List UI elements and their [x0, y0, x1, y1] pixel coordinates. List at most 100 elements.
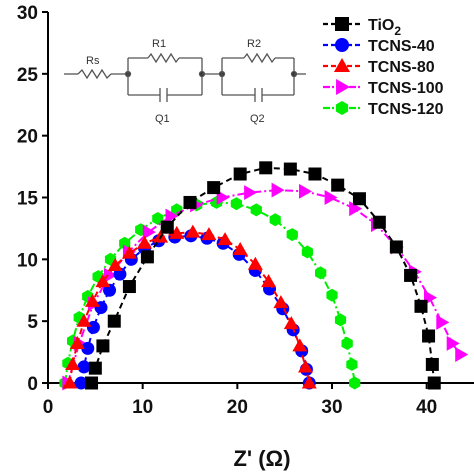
x-tick-label: 10	[132, 397, 153, 418]
data-point	[446, 335, 460, 351]
data-point	[62, 375, 78, 389]
data-point	[104, 267, 118, 283]
data-point	[76, 313, 92, 327]
data-point	[81, 341, 95, 355]
data-point	[283, 316, 299, 330]
data-point	[335, 38, 349, 52]
y-tick-label: 10	[17, 250, 38, 271]
x-tick-label: 30	[321, 397, 342, 418]
y-tick-label: 15	[17, 189, 39, 210]
legend-entry: TCNS-40	[323, 38, 435, 55]
data-point	[121, 245, 137, 259]
legend-label: TiO2	[368, 17, 401, 38]
legend-label: TCNS-80	[368, 59, 435, 76]
data-point	[308, 167, 322, 181]
data-point	[286, 228, 298, 242]
y-tick-label: 25	[17, 65, 39, 86]
data-point	[119, 236, 131, 250]
series-line	[68, 231, 311, 384]
data-point	[107, 314, 121, 328]
data-point	[341, 336, 353, 350]
circuit-labels: Rs R1 R2 Q1 Q2	[86, 38, 265, 125]
series-tio2	[85, 161, 441, 390]
circuit-label-rs: Rs	[86, 55, 100, 67]
legend-label: TCNS-40	[368, 38, 435, 55]
data-point	[244, 185, 258, 201]
rs-resistor	[77, 68, 112, 80]
y-tick-label: 20	[17, 127, 38, 148]
data-point	[269, 213, 281, 227]
data-point	[315, 266, 327, 280]
legend-label: TCNS-100	[368, 80, 444, 97]
y-ticks: 0 5 10 15 20 25 30	[17, 3, 48, 395]
data-point	[85, 376, 99, 390]
data-point	[137, 235, 153, 249]
data-point	[77, 360, 91, 374]
legend-label-main: TiO	[368, 17, 394, 34]
data-point	[88, 361, 102, 375]
data-point	[427, 376, 441, 390]
legend-entry: TCNS-100	[323, 78, 444, 97]
data-point	[346, 357, 358, 371]
data-point	[333, 57, 351, 72]
data-point	[122, 280, 136, 294]
data-point	[207, 181, 221, 195]
data-point	[334, 313, 347, 327]
data-point	[201, 227, 217, 241]
series-tcns-120	[59, 195, 361, 390]
legend-label-subscript: 2	[394, 24, 401, 38]
data-point	[299, 183, 313, 199]
y-tick-label: 0	[27, 374, 38, 395]
data-point	[271, 182, 285, 198]
legend-label: TCNS-120	[368, 101, 444, 118]
legend-entry: TCNS-80	[323, 57, 435, 76]
y-tick-label: 30	[17, 3, 38, 24]
data-point	[301, 245, 313, 259]
data-point	[86, 320, 100, 334]
equivalent-circuit-inset	[64, 52, 306, 102]
series-line	[90, 166, 436, 384]
data-point	[422, 329, 436, 343]
data-point	[96, 339, 110, 353]
r1-resistor	[147, 52, 180, 64]
data-point	[140, 250, 154, 264]
circuit-label-r1: R1	[152, 38, 166, 50]
data-point	[349, 201, 363, 217]
data-point	[217, 232, 233, 246]
data-point	[65, 356, 81, 370]
data-point	[298, 359, 313, 373]
y-tick-label: 5	[27, 312, 38, 333]
x-axis-title: Z' (Ω)	[233, 446, 290, 471]
series-layer	[59, 161, 469, 391]
r2-resistor	[243, 52, 276, 64]
data-point	[185, 224, 201, 238]
data-point	[261, 274, 277, 288]
data-point	[183, 195, 197, 209]
circuit-label-q1: Q1	[155, 113, 170, 125]
data-point	[292, 338, 308, 352]
data-point	[142, 224, 156, 240]
series-line	[80, 234, 311, 384]
data-point	[349, 376, 361, 390]
data-point	[425, 357, 439, 371]
x-ticks: 0 10 20 30 40	[43, 383, 437, 418]
x-tick-label: 40	[416, 397, 437, 418]
data-point	[331, 178, 345, 192]
circuit-label-r2: R2	[247, 38, 261, 50]
data-point	[165, 208, 179, 224]
data-point	[74, 376, 88, 390]
legend-entry: TCNS-120	[323, 101, 444, 118]
data-point	[69, 335, 85, 349]
data-point	[283, 162, 297, 176]
data-point	[324, 190, 338, 205]
data-point	[336, 78, 351, 96]
data-point	[233, 167, 247, 181]
data-point	[436, 314, 450, 330]
data-point	[230, 197, 242, 211]
data-point	[160, 220, 174, 234]
data-point	[301, 375, 317, 389]
data-point	[352, 192, 366, 206]
data-point	[404, 268, 418, 282]
